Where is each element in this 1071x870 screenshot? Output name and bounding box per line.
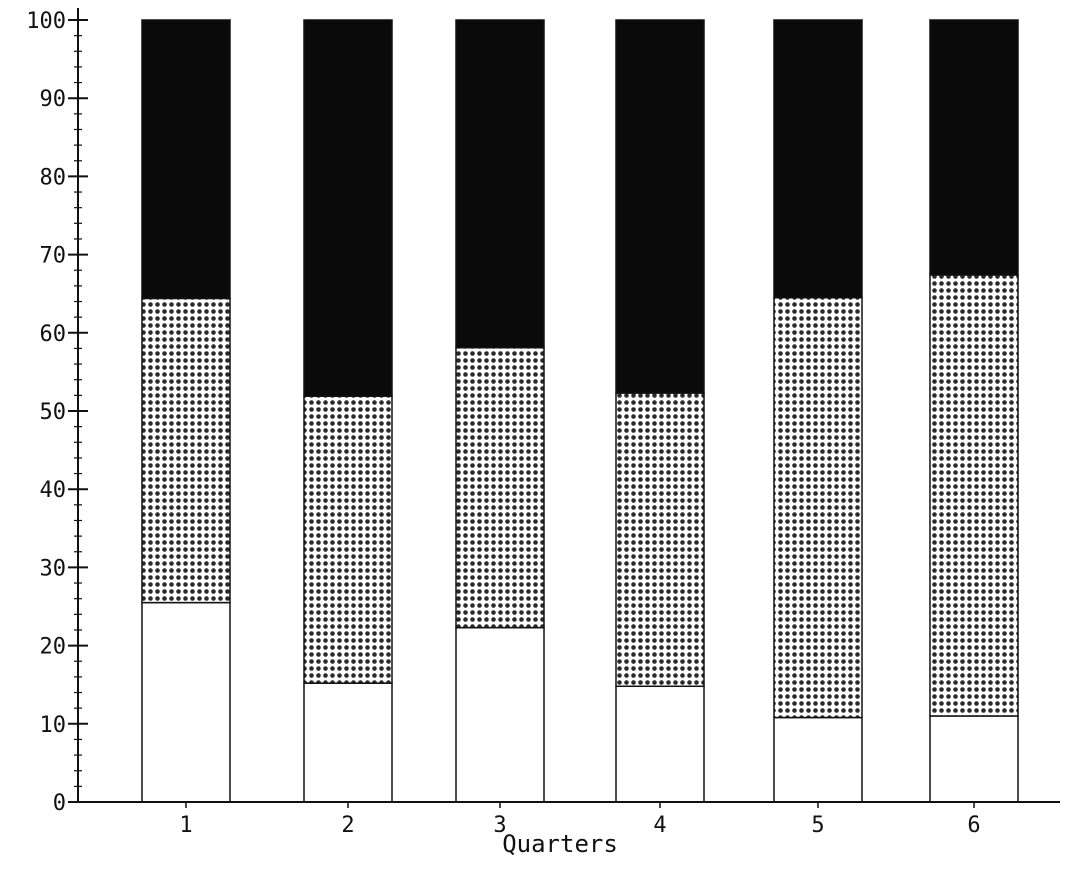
y-tick-label: 90 bbox=[40, 87, 67, 112]
bar-segment-dotted-q2 bbox=[303, 395, 393, 684]
bar-segment-white-q4 bbox=[615, 685, 705, 803]
x-tick-label: 3 bbox=[493, 813, 506, 838]
bar-segment-black-q2 bbox=[303, 19, 393, 397]
y-tick-label: 20 bbox=[40, 635, 67, 660]
bar-segment-dotted-q4 bbox=[615, 392, 705, 688]
axes-layer bbox=[70, 8, 1060, 803]
bar-segment-dotted-q6 bbox=[929, 274, 1019, 717]
y-tick-label: 70 bbox=[40, 244, 67, 269]
bar-segment-dotted-q1 bbox=[141, 297, 231, 604]
x-tick-label: 4 bbox=[653, 813, 666, 838]
x-tick-label: 5 bbox=[811, 813, 824, 838]
bar-segment-black-q6 bbox=[929, 19, 1019, 276]
ticks-layer: 0 10 20 30 40 50 60 70 80 90 100 1 2 3 4 5 6 bbox=[26, 9, 980, 838]
y-tick-label: 40 bbox=[40, 478, 67, 503]
y-tick-label: 10 bbox=[40, 713, 67, 738]
bars-layer bbox=[141, 19, 1019, 803]
y-tick-label: 80 bbox=[40, 165, 67, 190]
bar-segment-white-q3 bbox=[455, 626, 545, 803]
bar-segment-black-q3 bbox=[455, 19, 545, 349]
bar-segment-white-q5 bbox=[773, 716, 863, 803]
bar-segment-white-q6 bbox=[929, 715, 1019, 803]
y-tick-label: 30 bbox=[40, 556, 67, 581]
y-tick-label: 100 bbox=[26, 9, 66, 34]
bar-segment-black-q5 bbox=[773, 19, 863, 299]
y-tick-label: 50 bbox=[40, 400, 67, 425]
bar-segment-dotted-q5 bbox=[773, 296, 863, 719]
bar-segment-white-q1 bbox=[141, 601, 231, 803]
y-tick-label: 0 bbox=[53, 791, 66, 816]
bar-segment-black-q1 bbox=[141, 19, 231, 300]
x-tick-label: 2 bbox=[341, 813, 354, 838]
x-tick-label: 6 bbox=[967, 813, 980, 838]
y-tick-label: 60 bbox=[40, 322, 67, 347]
bar-segment-dotted-q3 bbox=[455, 346, 545, 629]
x-axis-title: Quarters bbox=[502, 830, 618, 858]
bar-segment-white-q2 bbox=[303, 682, 393, 803]
bar-segment-black-q4 bbox=[615, 19, 705, 394]
x-tick-label: 1 bbox=[179, 813, 192, 838]
